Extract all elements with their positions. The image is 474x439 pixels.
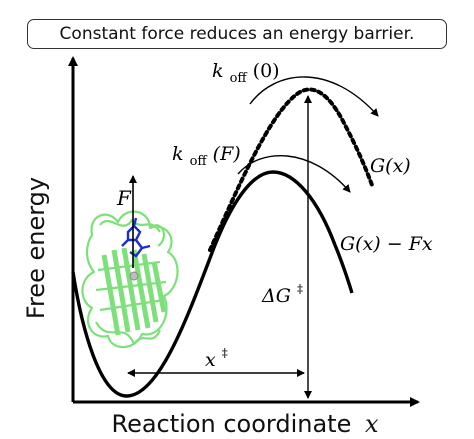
barrier-distance-base: x: [205, 349, 216, 371]
koff-zero-sub: off: [230, 71, 249, 86]
barrier-distance-sup: ‡: [222, 346, 228, 360]
x-axis-label-var: x: [365, 410, 379, 438]
barrier-height-sup: ‡: [297, 282, 303, 296]
unperturbed-curve-label: G(x): [370, 155, 411, 177]
x-axis-label: Reaction coordinate x: [111, 410, 379, 438]
x-axis-label-text: Reaction coordinate: [111, 410, 351, 438]
tilted-energy-curve: [71, 170, 354, 398]
unperturbed-energy-curve: [208, 87, 375, 252]
anchor-atom: [129, 271, 139, 281]
barrier-height-label: ΔG ‡: [261, 282, 303, 307]
title-box: Constant force reduces an energy barrier…: [27, 19, 447, 49]
diagram-title: Constant force reduces an energy barrier…: [59, 24, 415, 44]
barrier-height-base: ΔG: [261, 285, 291, 307]
protein-illustration: [81, 210, 179, 349]
koff-force-sub: off: [190, 154, 209, 169]
koff-zero-arc-arrow: [249, 76, 379, 117]
koff-zero-label: k off (0): [212, 60, 280, 87]
koff-force-arc-arrow: [237, 154, 351, 193]
y-axis-label: Free energy: [22, 177, 50, 319]
koff-zero-arg: (0): [253, 60, 280, 82]
koff-force-label: k off (F): [172, 143, 241, 170]
koff-zero-k: k: [212, 60, 224, 82]
tilted-curve-label: G(x) − Fx: [340, 233, 433, 255]
force-label: F: [116, 186, 132, 210]
koff-force-k: k: [172, 143, 184, 165]
barrier-distance-label: x ‡: [205, 346, 228, 371]
koff-force-arg: (F): [213, 143, 241, 165]
